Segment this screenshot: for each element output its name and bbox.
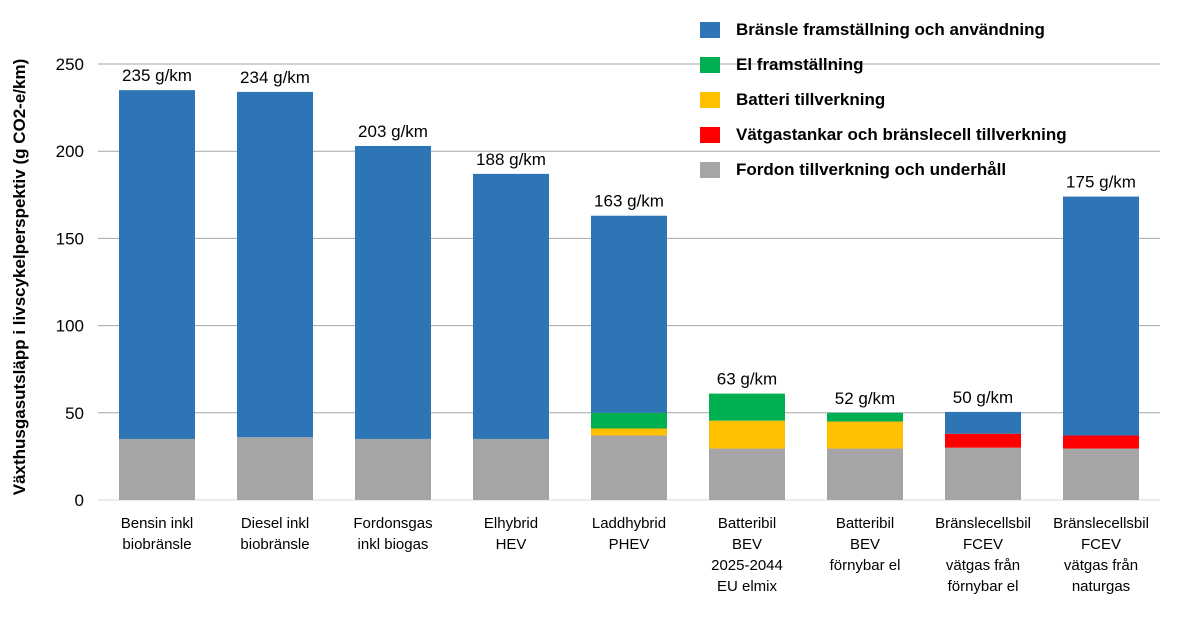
x-tick-label: inkl biogas (358, 536, 429, 553)
legend-item: Fordon tillverkning och underhåll (700, 152, 1067, 187)
bar-segment (827, 448, 903, 500)
legend-label: Vätgastankar och bränslecell tillverknin… (736, 124, 1067, 144)
x-tick-label: Elhybrid (484, 515, 538, 532)
x-tick-label: Batteribil (836, 515, 894, 532)
legend-item: Batteri tillverkning (700, 82, 1067, 117)
data-label: 188 g/km (476, 150, 546, 169)
bar-segment (473, 173, 549, 439)
x-tick-label: Bränslecellsbil (935, 515, 1031, 532)
x-tick-label: FCEV (963, 536, 1003, 553)
y-axis-title: Växthusgasutsläpp i livscykelperspektiv … (10, 59, 29, 496)
bar-segment (945, 433, 1021, 448)
x-tick-label: naturgas (1072, 578, 1130, 595)
bar-segment (591, 215, 667, 413)
x-tick-label: vätgas från (946, 557, 1020, 574)
x-tick-label: BEV (850, 536, 880, 553)
x-tick-label: PHEV (609, 536, 650, 553)
x-tick-label: Diesel inkl (241, 515, 309, 532)
bar-segment (119, 90, 195, 439)
x-tick-label: förnybar el (948, 578, 1019, 595)
x-tick-label: HEV (496, 536, 527, 553)
legend-label: El framställning (736, 54, 864, 74)
bar-segment (591, 435, 667, 500)
x-tick-label: BEV (732, 536, 762, 553)
x-tick-label: Fordonsgas (353, 515, 432, 532)
data-label: 63 g/km (717, 370, 777, 389)
legend-swatch (700, 21, 720, 38)
data-label: 50 g/km (953, 388, 1013, 407)
x-tick-label: biobränsle (122, 536, 191, 553)
bar-segment (237, 91, 313, 438)
bar-segment (945, 447, 1021, 500)
x-tick-label: Laddhybrid (592, 515, 666, 532)
bar-segment (355, 145, 431, 439)
x-tick-label: förnybar el (830, 557, 901, 574)
bar-segment (473, 438, 549, 500)
bar-segment (709, 448, 785, 500)
data-label: 234 g/km (240, 68, 310, 87)
bar-segment (591, 412, 667, 429)
x-tick-label: biobränsle (240, 536, 309, 553)
data-label: 175 g/km (1066, 173, 1136, 192)
x-tick-label: Batteribil (718, 515, 776, 532)
legend-swatch (700, 161, 720, 178)
data-label: 163 g/km (594, 192, 664, 211)
bar-segment (827, 421, 903, 449)
x-tick-label: Bränslecellsbil (1053, 515, 1149, 532)
bar-segment (119, 438, 195, 500)
data-label: 52 g/km (835, 389, 895, 408)
chart-legend: Bränsle framställning och användning El f… (700, 12, 1067, 187)
x-tick-label: 2025-2044 (711, 557, 783, 574)
x-tick-label: Bensin inkl (121, 515, 194, 532)
bar-segment (237, 437, 313, 500)
legend-swatch (700, 91, 720, 108)
bar-segment (1063, 196, 1139, 436)
y-tick-label: 50 (65, 404, 84, 423)
y-tick-label: 0 (75, 491, 84, 510)
x-tick-label: vätgas från (1064, 557, 1138, 574)
legend-swatch (700, 56, 720, 73)
legend-item: Bränsle framställning och användning (700, 12, 1067, 47)
bar-segment (827, 412, 903, 422)
data-label: 203 g/km (358, 122, 428, 141)
y-tick-label: 150 (56, 229, 84, 248)
x-tick-label: FCEV (1081, 536, 1121, 553)
bar-segment (945, 411, 1021, 434)
bar-segment (1063, 448, 1139, 500)
bar-segment (591, 428, 667, 436)
legend-swatch (700, 126, 720, 143)
legend-item: Vätgastankar och bränslecell tillverknin… (700, 117, 1067, 152)
bar-segment (355, 438, 431, 500)
bar-segment (709, 393, 785, 421)
y-tick-label: 250 (56, 55, 84, 74)
legend-item: El framställning (700, 47, 1067, 82)
y-tick-label: 100 (56, 317, 84, 336)
legend-label: Bränsle framställning och användning (736, 19, 1045, 39)
bar-segment (1063, 435, 1139, 449)
bar-segment (709, 420, 785, 449)
legend-label: Fordon tillverkning och underhåll (736, 159, 1007, 179)
data-label: 235 g/km (122, 66, 192, 85)
y-tick-label: 200 (56, 142, 84, 161)
x-tick-label: EU elmix (717, 578, 778, 595)
legend-label: Batteri tillverkning (736, 89, 886, 109)
